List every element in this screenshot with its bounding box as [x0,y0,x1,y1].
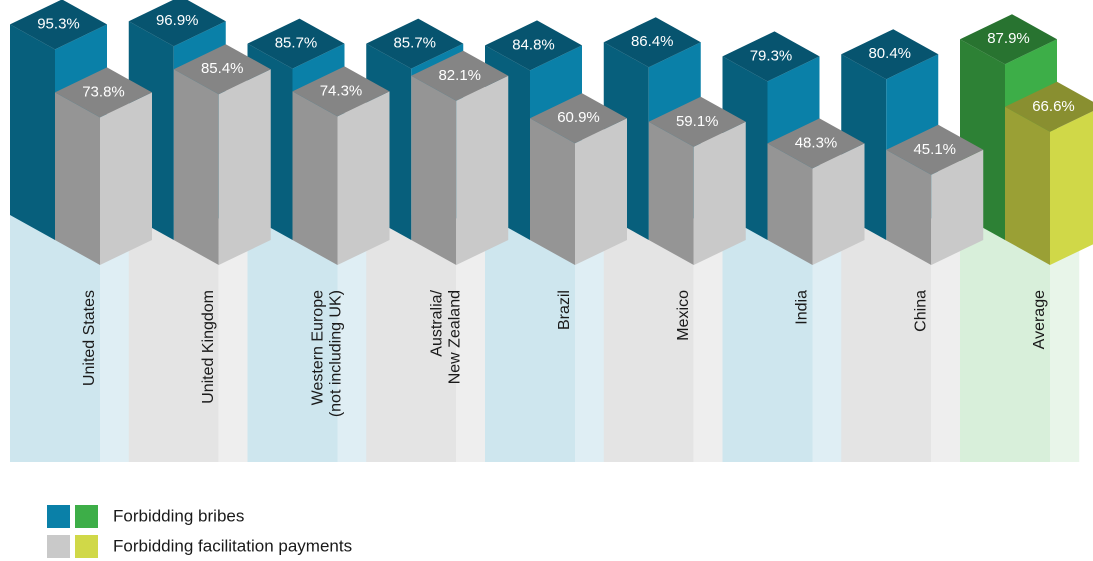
bar-left-face [648,121,694,265]
bar-top-face [292,66,390,117]
x-tick-label: United Kingdom [200,290,217,404]
x-tick-label: Western Europe (not including UK) [310,290,345,422]
x-tick-label: Average [1031,290,1048,349]
bar-top-face [247,18,345,69]
value-label: 84.8% [512,36,555,53]
value-label: 86.4% [631,33,674,50]
bar-top-face [411,50,509,101]
bar-top-face [960,14,1057,65]
legend-swatch [75,505,98,528]
value-label: 79.3% [750,47,793,64]
value-label: 85.4% [201,60,244,77]
bar-left-face [886,149,932,265]
bar-top-face [1005,81,1093,132]
x-tick-label: China [912,290,929,332]
bar-right-face [575,118,627,265]
value-label: 85.7% [393,35,436,52]
value-label: 74.3% [320,82,363,99]
bar [1005,81,1093,265]
bar-left-face [411,75,457,265]
bar-left-face [767,143,813,265]
bar [530,93,627,265]
legend-swatch [75,535,98,558]
bar-right-face [456,75,509,265]
bar-top-face [55,67,152,118]
legend-label: Forbidding facilitation payments [113,536,352,555]
bar-top-face [603,17,701,68]
bar-top-face [485,20,582,71]
bar-right-face [100,92,152,266]
value-label: 96.9% [156,12,199,29]
bar-left-face [10,24,55,241]
bar [292,66,390,266]
bar [173,44,271,265]
value-label: 48.3% [795,134,838,151]
value-label: 87.9% [987,30,1030,47]
value-label: 95.3% [37,15,80,32]
x-tick-label: Australia/ New Zealand [428,289,463,388]
value-label: 82.1% [438,67,481,84]
bar-right-face [693,121,746,265]
value-label: 66.6% [1032,98,1075,115]
bar-top-face [366,18,464,69]
bar-right-face [218,69,271,265]
bar-top-face [886,124,984,175]
legend-label: Forbidding bribes [113,506,244,525]
bar-top-face [648,96,746,147]
bar-top-face [767,118,865,169]
value-label: 60.9% [557,109,600,126]
value-label: 85.7% [275,35,318,52]
bar-top-face [530,93,627,144]
bar-left-face [1005,106,1050,265]
value-label: 73.8% [82,83,125,100]
value-label: 59.1% [676,113,719,130]
bar-left-face [173,69,219,265]
x-tick-label: Brazil [556,290,573,330]
value-label: 45.1% [913,141,956,158]
bar-top-face [722,31,820,82]
bar-left-face [530,118,575,265]
x-tick-label: India [794,290,811,325]
bar-left-face [292,91,338,266]
bar [767,118,865,265]
bar-right-face [337,91,390,266]
bar [55,67,152,266]
bar [886,124,984,265]
bar-top-face [173,44,271,95]
bar-top-face [128,0,226,47]
x-tick-label: Mexico [675,290,692,341]
bar-top-face [841,29,939,80]
legend-swatch [47,535,70,558]
legend-swatch [47,505,70,528]
bar-left-face [55,92,100,266]
bar-right-face [1050,111,1093,265]
x-tick-label: United States [81,290,98,386]
bar [648,96,746,265]
value-label: 80.4% [868,45,911,62]
bar-right-face [931,149,984,265]
bar-top-face [10,0,107,50]
bar [411,50,509,265]
bar-right-face [812,143,865,265]
